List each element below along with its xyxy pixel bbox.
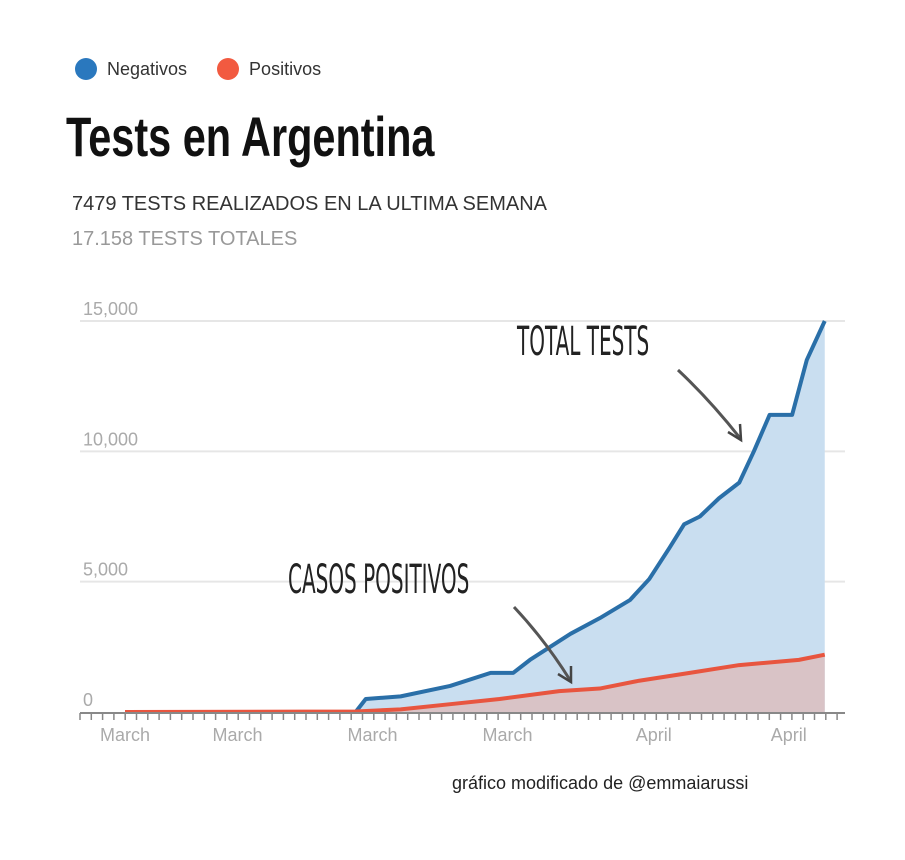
x-tick-label: March xyxy=(482,725,532,745)
credit-text: gráfico modificado de @emmaiarussi xyxy=(452,773,749,793)
area-negativos xyxy=(125,321,825,712)
x-tick-label: March xyxy=(347,725,397,745)
legend-label: Positivos xyxy=(249,58,322,79)
legend-dot-icon xyxy=(217,58,240,80)
y-tick-label: 5,000 xyxy=(83,560,128,580)
legend-label: Negativos xyxy=(107,58,188,79)
legend-dot-icon xyxy=(75,58,97,80)
chart-subtitle-weekly: 7479 TESTS REALIZADOS EN LA ULTIMA SEMAN… xyxy=(72,193,547,215)
annotation-casos-positivos: CASOS POSITIVOS xyxy=(288,558,469,604)
arrow-casos-positivos xyxy=(512,605,572,681)
y-tick-label: 0 xyxy=(83,690,93,710)
chart-subtitle-total: 17.158 TESTS TOTALES xyxy=(72,228,298,250)
x-tick-label: March xyxy=(212,725,262,745)
area-positivos xyxy=(125,654,825,712)
legend-item-negativos[interactable]: Negativos xyxy=(75,58,187,80)
x-tick-label: April xyxy=(636,725,672,745)
y-tick-label: 15,000 xyxy=(83,299,138,319)
legend-item-positivos[interactable]: Positivos xyxy=(217,58,321,80)
x-tick-label: March xyxy=(100,725,150,745)
x-tick-label: April xyxy=(771,725,807,745)
annotation-total-tests: TOTAL TESTS xyxy=(516,320,649,366)
arrowhead-icon xyxy=(557,666,573,685)
y-tick-label: 10,000 xyxy=(83,429,138,449)
line-positivos xyxy=(124,652,826,714)
chart-title: Tests en Argentina xyxy=(66,105,435,168)
arrow-total-tests xyxy=(676,368,742,439)
arrowhead-icon xyxy=(727,423,743,443)
legend: Negativos Positivos xyxy=(75,58,321,80)
line-negativos xyxy=(125,320,827,714)
